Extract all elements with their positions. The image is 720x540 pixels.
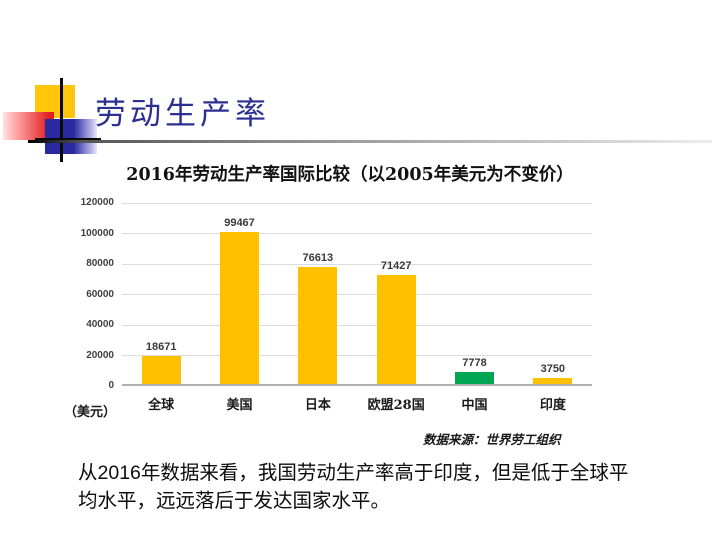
y-tick-label: 0 <box>108 380 114 391</box>
decoration-blue-square <box>45 119 97 154</box>
x-category-label: 印度 <box>539 398 566 413</box>
bar-value-label: 71427 <box>380 260 412 272</box>
y-tick-label: 120000 <box>80 197 114 208</box>
bar-value-label: 3750 <box>540 363 566 375</box>
title-underline <box>28 140 712 143</box>
x-category-label: 中国 <box>461 398 488 413</box>
gridline <box>122 355 592 356</box>
x-category-label: 欧盟28国 <box>367 398 425 413</box>
bar <box>376 275 416 384</box>
bar <box>455 372 494 384</box>
gridline <box>122 202 592 204</box>
gridline <box>122 294 592 295</box>
y-tick-label: 40000 <box>86 319 114 330</box>
data-source-note: 数据来源：世界劳工组织 <box>423 432 561 447</box>
bar <box>298 267 338 384</box>
gridline <box>122 263 592 265</box>
y-tick-label: 20000 <box>86 349 114 361</box>
chart-plot-area: 0 20000 40000 60000 80000 100000 120000 18671 全球… <box>81 197 592 413</box>
x-category-label: 美国 <box>226 398 253 413</box>
y-axis-unit-label: （美元） <box>64 405 117 420</box>
x-category-label: 日本 <box>304 398 331 413</box>
y-tick-label: 60000 <box>86 288 114 300</box>
bar-value-label: 7778 <box>462 357 487 369</box>
bar <box>533 378 573 384</box>
bar-value-label: 99467 <box>224 217 255 229</box>
y-tick-label: 80000 <box>86 258 114 269</box>
chart-title: 2016年劳动生产率国际比较（以2005年美元为不变价） <box>126 165 574 185</box>
slide-title: 劳动生产率 <box>95 96 270 132</box>
bar-value-label: 76613 <box>302 252 334 264</box>
body-text: 从2016年数据来看，我国劳动生产率高于印度，但是低于全球平 均水平，远远落后于… <box>78 462 629 512</box>
bar <box>141 356 181 384</box>
bar <box>220 232 259 384</box>
y-tick-label: 100000 <box>80 227 114 239</box>
gridline <box>122 233 592 234</box>
x-category-label: 全球 <box>148 398 175 413</box>
gridline <box>122 324 592 326</box>
x-axis-line <box>122 384 592 386</box>
bar-value-label: 18671 <box>145 341 177 353</box>
decoration-vertical-line <box>60 78 63 162</box>
